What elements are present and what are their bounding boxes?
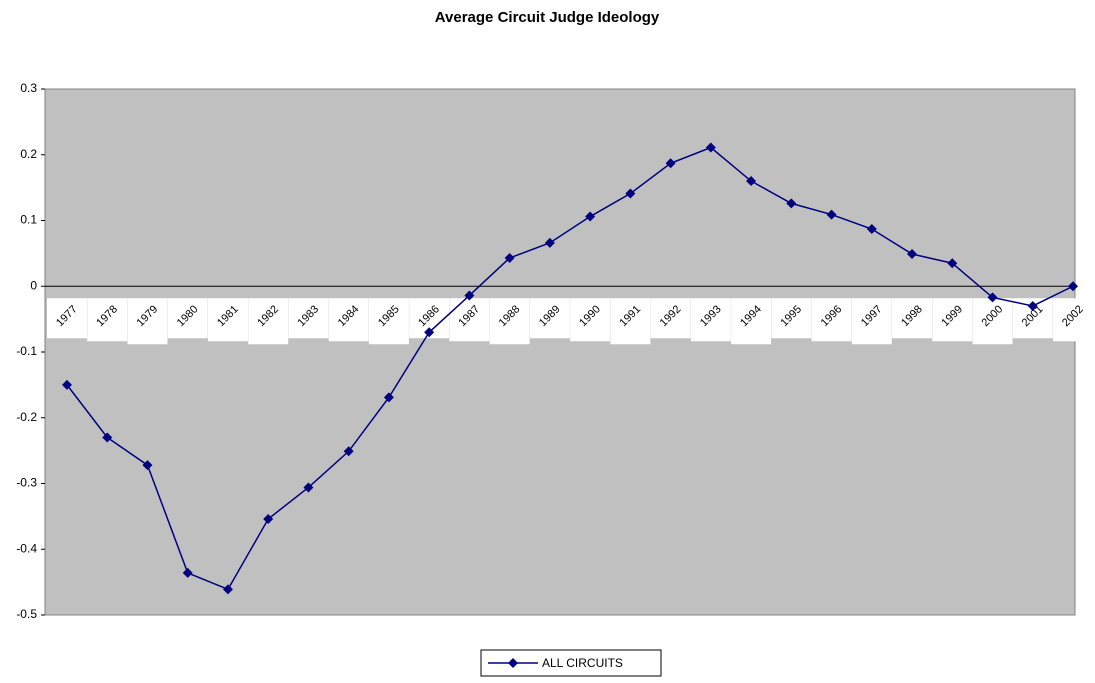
point-marker xyxy=(383,392,394,403)
point-marker xyxy=(947,258,958,269)
x-tick-label-bg xyxy=(690,298,731,342)
x-tick-label-bg xyxy=(248,298,289,345)
point-marker xyxy=(424,327,435,338)
point-marker xyxy=(625,188,636,199)
y-tick-label: 0.1 xyxy=(20,213,37,227)
point-marker xyxy=(705,142,716,153)
point-marker xyxy=(222,584,233,595)
x-tick-label-bg xyxy=(449,298,490,342)
point-marker xyxy=(544,237,555,248)
x-tick-label-bg xyxy=(489,298,530,345)
y-tick-label: 0 xyxy=(30,278,37,292)
x-tick-label-bg xyxy=(610,298,651,345)
x-tick-label-bg xyxy=(87,298,128,342)
point-marker xyxy=(303,482,314,493)
y-tick-label: 0.2 xyxy=(20,147,37,161)
y-tick-label: -0.1 xyxy=(16,344,37,358)
series-line xyxy=(66,146,1074,591)
x-tick-label-bg xyxy=(650,298,691,339)
point-marker xyxy=(1068,281,1078,292)
x-tick-label-bg xyxy=(1053,298,1093,342)
x-tick-label-bg xyxy=(328,298,369,342)
legend: ALL CIRCUITS xyxy=(480,649,662,677)
y-tick-label: -0.3 xyxy=(16,476,37,490)
x-tick-label-bg xyxy=(892,298,933,339)
point-marker xyxy=(746,176,757,187)
point-marker xyxy=(464,290,475,301)
point-marker xyxy=(826,209,837,220)
point-marker xyxy=(786,198,797,209)
legend-label: ALL CIRCUITS xyxy=(542,656,623,670)
x-tick-label-bg xyxy=(851,298,892,345)
legend-marker xyxy=(508,658,518,668)
x-tick-label-bg xyxy=(932,298,973,342)
point-marker xyxy=(907,249,918,260)
x-tick-label-bg xyxy=(167,298,208,339)
point-marker xyxy=(343,446,354,457)
chart-title: Average Circuit Judge Ideology xyxy=(435,9,660,26)
x-tick-label-bg xyxy=(47,298,87,339)
x-tick-label-bg xyxy=(570,298,611,342)
point-marker xyxy=(585,211,596,222)
point-marker xyxy=(62,379,72,390)
point-marker xyxy=(182,567,193,578)
point-marker xyxy=(866,224,877,235)
x-tick-label-bg xyxy=(368,298,409,345)
y-tick-label: -0.4 xyxy=(16,541,37,555)
x-tick-label-bg xyxy=(529,298,570,339)
x-tick-label-bg xyxy=(207,298,248,342)
plot-area xyxy=(44,88,1076,616)
x-tick-label-bg xyxy=(127,298,168,345)
point-marker xyxy=(263,514,274,525)
point-marker xyxy=(1027,300,1038,311)
x-tick-label-bg xyxy=(811,298,852,342)
point-marker xyxy=(665,158,676,169)
x-tick-label-bg xyxy=(771,298,812,339)
x-tick-label-bg xyxy=(972,298,1013,345)
point-marker xyxy=(504,252,515,263)
point-marker xyxy=(987,292,998,303)
point-marker xyxy=(102,432,113,443)
y-tick-label: 0.3 xyxy=(20,81,37,95)
x-tick-label-bg xyxy=(288,298,329,339)
point-marker xyxy=(142,460,153,471)
x-tick-label-bg xyxy=(731,298,772,345)
y-tick-label: -0.5 xyxy=(16,607,37,621)
y-tick-label: -0.2 xyxy=(16,410,37,424)
